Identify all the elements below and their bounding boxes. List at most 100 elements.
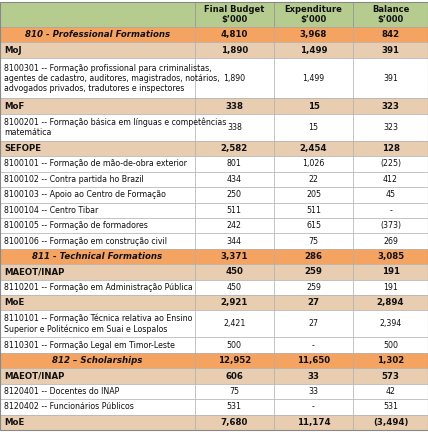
Text: 531: 531 bbox=[227, 402, 242, 411]
Text: 1,499: 1,499 bbox=[303, 73, 324, 83]
Bar bbox=[353, 311, 428, 337]
Bar bbox=[353, 353, 428, 368]
Text: (225): (225) bbox=[380, 159, 401, 168]
Bar bbox=[353, 280, 428, 295]
Text: 8110101 -- Formação Técnica relativa ao Ensino
Superior e Politécnico em Suai e : 8110101 -- Formação Técnica relativa ao … bbox=[4, 314, 192, 334]
Bar bbox=[274, 337, 353, 353]
Bar bbox=[274, 280, 353, 295]
Bar bbox=[0, 187, 195, 203]
Bar bbox=[195, 203, 274, 218]
Bar bbox=[353, 295, 428, 311]
Bar bbox=[274, 311, 353, 337]
Text: 11,174: 11,174 bbox=[297, 418, 330, 427]
Text: 391: 391 bbox=[381, 46, 400, 55]
Text: Balance
$’000: Balance $’000 bbox=[372, 5, 409, 24]
Bar bbox=[0, 203, 195, 218]
Text: 391: 391 bbox=[383, 73, 398, 83]
Text: 8100103 -- Apoio ao Centro de Formação: 8100103 -- Apoio ao Centro de Formação bbox=[4, 190, 166, 199]
Text: 15: 15 bbox=[308, 102, 319, 111]
Bar bbox=[353, 2, 428, 27]
Bar bbox=[195, 280, 274, 295]
Bar bbox=[0, 415, 195, 430]
Bar bbox=[353, 114, 428, 141]
Bar bbox=[195, 264, 274, 280]
Bar bbox=[274, 141, 353, 156]
Bar bbox=[353, 337, 428, 353]
Text: 2,394: 2,394 bbox=[380, 319, 401, 328]
Bar bbox=[195, 249, 274, 264]
Text: 811 - Technical Formations: 811 - Technical Formations bbox=[32, 252, 163, 261]
Bar bbox=[195, 233, 274, 249]
Bar bbox=[274, 114, 353, 141]
Bar bbox=[274, 415, 353, 430]
Bar bbox=[274, 58, 353, 98]
Bar bbox=[0, 58, 195, 98]
Bar bbox=[0, 384, 195, 399]
Text: 2,921: 2,921 bbox=[221, 298, 248, 307]
Bar bbox=[195, 368, 274, 384]
Bar bbox=[353, 42, 428, 58]
Text: MoE: MoE bbox=[4, 298, 24, 307]
Text: 812 – Scholarships: 812 – Scholarships bbox=[52, 356, 143, 365]
Bar bbox=[274, 98, 353, 114]
Text: 450: 450 bbox=[226, 267, 243, 276]
Text: 8100102 -- Contra partida ho Brazil: 8100102 -- Contra partida ho Brazil bbox=[4, 175, 144, 184]
Bar bbox=[195, 399, 274, 415]
Text: Final Budget
$’000: Final Budget $’000 bbox=[204, 5, 265, 24]
Bar bbox=[195, 141, 274, 156]
Text: 128: 128 bbox=[381, 144, 400, 153]
Text: 259: 259 bbox=[305, 267, 322, 276]
Text: 1,026: 1,026 bbox=[302, 159, 325, 168]
Text: 8100104 -- Centro Tibar: 8100104 -- Centro Tibar bbox=[4, 206, 98, 215]
Text: 531: 531 bbox=[383, 402, 398, 411]
Text: 8110201 -- Formação em Administração Pública: 8110201 -- Formação em Administração Púb… bbox=[4, 283, 193, 292]
Bar bbox=[274, 384, 353, 399]
Bar bbox=[274, 264, 353, 280]
Text: 8100301 -- Formação profissional para criminalistas,
agentes de cadastro, audito: 8100301 -- Formação profissional para cr… bbox=[4, 64, 220, 93]
Text: 15: 15 bbox=[309, 123, 318, 132]
Bar bbox=[195, 2, 274, 27]
Text: 573: 573 bbox=[381, 372, 400, 381]
Text: 842: 842 bbox=[381, 30, 400, 39]
Bar bbox=[0, 337, 195, 353]
Bar bbox=[0, 264, 195, 280]
Text: 615: 615 bbox=[306, 221, 321, 230]
Bar bbox=[195, 218, 274, 233]
Text: 250: 250 bbox=[227, 190, 242, 199]
Text: 450: 450 bbox=[227, 283, 242, 292]
Bar bbox=[353, 233, 428, 249]
Bar bbox=[274, 249, 353, 264]
Bar bbox=[274, 295, 353, 311]
Text: SEFOPE: SEFOPE bbox=[4, 144, 41, 153]
Bar bbox=[274, 353, 353, 368]
Bar bbox=[195, 337, 274, 353]
Bar bbox=[195, 172, 274, 187]
Text: MoF: MoF bbox=[4, 102, 24, 111]
Text: 27: 27 bbox=[309, 319, 318, 328]
Bar bbox=[274, 187, 353, 203]
Text: 242: 242 bbox=[227, 221, 242, 230]
Bar bbox=[353, 187, 428, 203]
Text: Expenditure
$’000: Expenditure $’000 bbox=[285, 5, 342, 24]
Bar bbox=[353, 384, 428, 399]
Bar bbox=[195, 27, 274, 42]
Text: 500: 500 bbox=[383, 341, 398, 349]
Text: 323: 323 bbox=[381, 102, 400, 111]
Bar bbox=[0, 368, 195, 384]
Bar bbox=[0, 114, 195, 141]
Bar bbox=[0, 156, 195, 172]
Text: 8100101 -- Formação de mão-de-obra exterior: 8100101 -- Formação de mão-de-obra exter… bbox=[4, 159, 187, 168]
Bar bbox=[0, 295, 195, 311]
Text: 511: 511 bbox=[306, 206, 321, 215]
Bar bbox=[353, 98, 428, 114]
Text: MAEOT/INAP: MAEOT/INAP bbox=[4, 267, 64, 276]
Bar bbox=[0, 42, 195, 58]
Text: 191: 191 bbox=[381, 267, 400, 276]
Bar bbox=[353, 264, 428, 280]
Text: 42: 42 bbox=[386, 387, 395, 396]
Bar bbox=[274, 27, 353, 42]
Bar bbox=[274, 368, 353, 384]
Bar bbox=[353, 27, 428, 42]
Text: 1,302: 1,302 bbox=[377, 356, 404, 365]
Bar bbox=[0, 2, 195, 27]
